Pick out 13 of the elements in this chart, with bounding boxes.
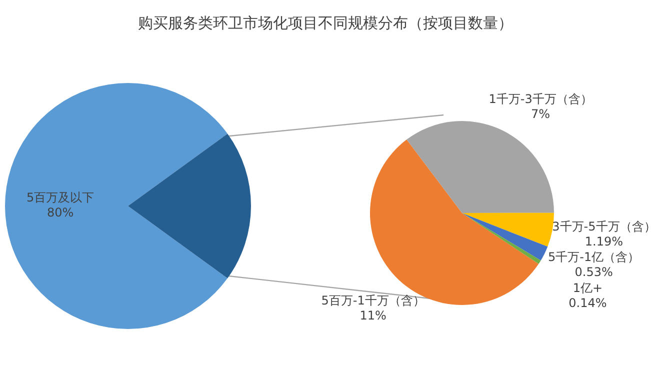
data-label: 7% — [531, 106, 550, 121]
data-label: 0.14% — [568, 296, 607, 310]
slice-label: 1千万-3千万（含） — [488, 92, 592, 106]
data-label: 0.53% — [574, 264, 613, 279]
data-label: 1.19% — [584, 234, 624, 248]
slice-label: 5百万-1千万（含） — [321, 294, 425, 308]
text: 购买服务类环卫市场化项目不同规模分布（按项目数量） — [137, 14, 514, 33]
slice-label: 1亿+ — [572, 280, 603, 295]
slice-label: 3千万-5千万（含） — [552, 219, 651, 234]
data-label: 80% — [47, 206, 74, 220]
slice-label: 5百万及以下 — [26, 190, 94, 205]
slice-label: 5千万-1亿（含） — [548, 250, 640, 264]
data-label: 11% — [360, 308, 386, 322]
